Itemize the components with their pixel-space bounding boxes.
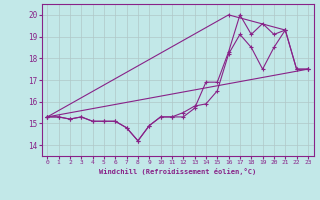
X-axis label: Windchill (Refroidissement éolien,°C): Windchill (Refroidissement éolien,°C) — [99, 168, 256, 175]
